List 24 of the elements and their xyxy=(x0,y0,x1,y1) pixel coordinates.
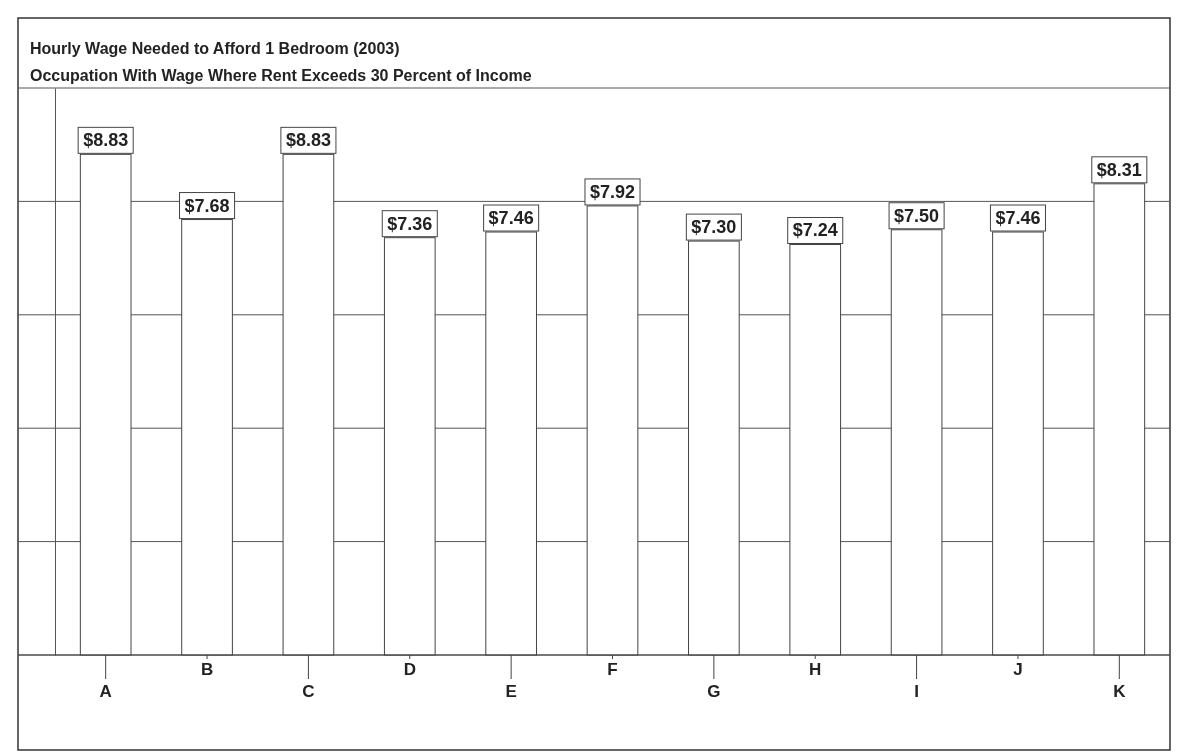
x-tick-label: C xyxy=(302,682,315,701)
x-tick-label: G xyxy=(707,682,721,701)
x-tick-label: B xyxy=(200,660,214,679)
data-label: $7.30 xyxy=(691,217,737,238)
data-label: $8.83 xyxy=(83,130,129,151)
data-label: $7.36 xyxy=(387,213,433,234)
data-label: $8.83 xyxy=(285,130,331,151)
data-label: $7.50 xyxy=(894,205,940,226)
chart-subtitle: Occupation With Wage Where Rent Exceeds 30 Percent of Income xyxy=(30,67,532,84)
chart-title: Hourly Wage Needed to Afford 1 Bedroom (2003) xyxy=(30,40,400,57)
x-tick-label: E xyxy=(505,682,517,701)
x-tick-label: J xyxy=(1013,660,1023,679)
data-label: $7.92 xyxy=(589,181,636,202)
data-label: $7.24 xyxy=(792,220,838,241)
x-tick-label: H xyxy=(809,660,822,679)
data-label: $7.68 xyxy=(184,195,230,216)
data-label: $7.46 xyxy=(995,208,1041,229)
x-tick-label: K xyxy=(1113,682,1127,701)
x-tick-label: I xyxy=(914,682,919,701)
data-label: $7.46 xyxy=(488,208,534,229)
x-tick-label: A xyxy=(99,682,112,701)
x-tick-label: F xyxy=(607,660,618,679)
data-label: $8.31 xyxy=(1096,159,1142,180)
x-tick-label: D xyxy=(403,660,416,679)
